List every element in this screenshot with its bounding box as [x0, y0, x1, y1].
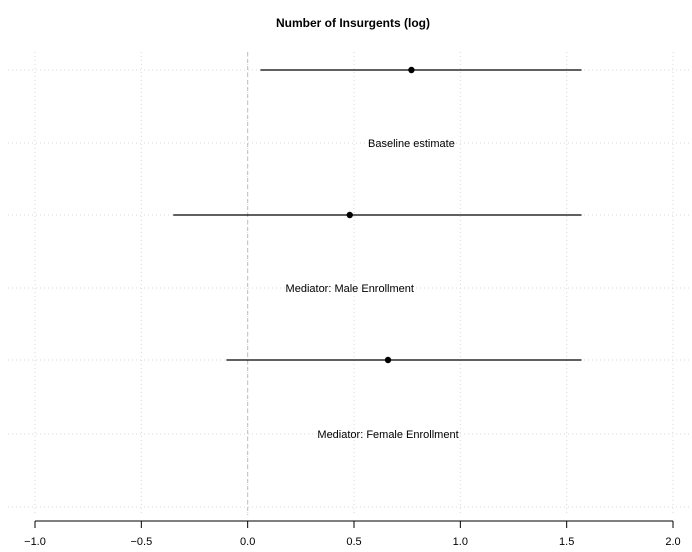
x-tick-label-3: 0.5 [346, 536, 361, 548]
point-estimate-1 [346, 211, 353, 219]
x-tick-label-6: 2.0 [665, 536, 680, 548]
estimates: Baseline estimate Mediator: Male Enrollme… [173, 66, 582, 441]
x-tick-label-1: −0.5 [130, 536, 152, 548]
x-axis: −1.0 −0.5 0.0 0.5 1.0 1.5 2.0 [24, 520, 681, 548]
x-tick-label-4: 1.0 [453, 536, 468, 548]
chart-title: Number of Insurgents (log) [276, 16, 430, 30]
x-tick-label-5: 1.5 [559, 536, 574, 548]
point-estimate-0 [408, 66, 415, 74]
x-tick-label-2: 0.0 [240, 536, 255, 548]
point-estimate-2 [384, 356, 392, 364]
model-label-2: Mediator: Female Enrollment [317, 429, 458, 441]
model-label-0: Baseline estimate [368, 138, 455, 150]
x-tick-label-0: −1.0 [24, 536, 46, 548]
model-label-1: Mediator: Male Enrollment [286, 283, 414, 295]
